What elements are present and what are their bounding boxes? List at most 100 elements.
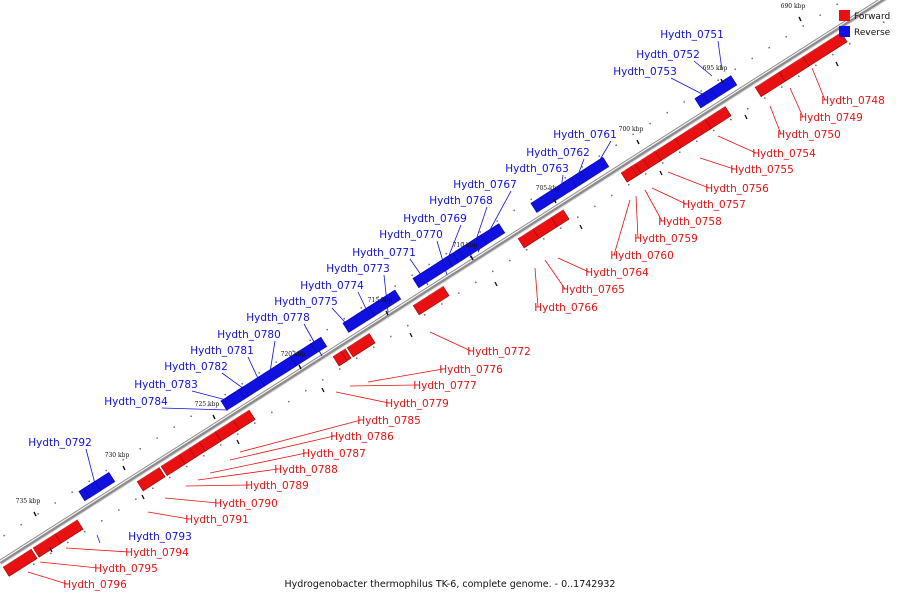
gene-label-reverse[interactable]: Hydth_0761: [553, 129, 617, 141]
minor-tick: [780, 86, 783, 88]
gene-label-reverse[interactable]: Hydth_0775: [274, 296, 338, 308]
gene-label-reverse[interactable]: Hydth_0774: [300, 280, 364, 292]
minor-tick: [304, 389, 307, 392]
minor-tick: [649, 122, 652, 125]
axis-highlight: [0, 0, 882, 562]
gene-label-forward[interactable]: Hydth_0785: [357, 415, 421, 427]
gene-label-reverse[interactable]: Hydth_0763: [505, 163, 569, 175]
minor-tick: [253, 422, 256, 425]
gene-label-forward[interactable]: Hydth_0754: [752, 148, 816, 160]
minor-tick: [372, 346, 375, 349]
gene-label-reverse[interactable]: Hydth_0762: [526, 147, 590, 159]
forward-gene-block[interactable]: [188, 440, 206, 459]
callout-line: [557, 257, 590, 273]
gene-label-forward[interactable]: Hydth_0786: [330, 431, 394, 443]
kbp-tick-mark: [385, 310, 389, 316]
legend-reverse-label: Reverse: [854, 28, 891, 38]
gene-label-forward[interactable]: Hydth_0777: [413, 380, 477, 392]
gene-label-forward[interactable]: Hydth_0764: [585, 267, 649, 279]
gene-label-forward[interactable]: Hydth_0749: [799, 112, 863, 124]
kbp-tick-mark: [744, 114, 748, 120]
callout-line: [96, 534, 101, 544]
gene-label-reverse[interactable]: Hydth_0768: [429, 195, 493, 207]
reverse-gene-block[interactable]: [412, 256, 456, 289]
kbp-tick-label: 735 kbp: [16, 498, 41, 505]
gene-label-forward[interactable]: Hydth_0796: [63, 579, 127, 591]
forward-gene-block[interactable]: [778, 55, 810, 82]
forward-gene-block[interactable]: [517, 227, 540, 249]
gene-label-forward[interactable]: Hydth_0765: [561, 284, 625, 296]
forward-gene-block[interactable]: [346, 332, 376, 358]
minor-tick: [3, 534, 6, 537]
minor-tick: [292, 350, 295, 353]
gene-label-reverse[interactable]: Hydth_0751: [660, 29, 724, 41]
gene-label-forward[interactable]: Hydth_0750: [777, 129, 841, 141]
reverse-gene-block[interactable]: [530, 177, 580, 213]
gene-label-forward[interactable]: Hydth_0756: [705, 183, 769, 195]
gene-label-reverse[interactable]: Hydth_0753: [613, 66, 677, 78]
forward-gene-block[interactable]: [2, 548, 38, 577]
reverse-gene-block[interactable]: [83, 480, 104, 499]
gene-label-forward[interactable]: Hydth_0755: [730, 164, 794, 176]
gene-label-forward[interactable]: Hydth_0791: [185, 514, 249, 526]
gene-label-forward[interactable]: Hydth_0787: [302, 448, 366, 460]
kbp-tick-mark: [141, 494, 145, 500]
callout-line: [331, 307, 353, 331]
gene-label-forward[interactable]: Hydth_0757: [682, 199, 746, 211]
callout-line: [613, 199, 631, 256]
gene-label-forward[interactable]: Hydth_0748: [821, 95, 885, 107]
reverse-gene-block[interactable]: [220, 389, 248, 411]
gene-label-reverse[interactable]: Hydth_0778: [246, 312, 310, 324]
gene-label-reverse[interactable]: Hydth_0792: [28, 437, 92, 449]
gene-label-reverse[interactable]: Hydth_0783: [134, 379, 198, 391]
forward-gene-block[interactable]: [136, 466, 166, 492]
gene-label-forward[interactable]: Hydth_0779: [385, 398, 449, 410]
gene-label-forward[interactable]: Hydth_0789: [245, 480, 309, 492]
gene-label-reverse[interactable]: Hydth_0773: [326, 263, 390, 275]
gene-label-forward[interactable]: Hydth_0758: [658, 216, 722, 228]
gene-label-reverse[interactable]: Hydth_0781: [190, 345, 254, 357]
gene-label-reverse[interactable]: Hydth_0780: [217, 329, 281, 341]
minor-tick: [678, 151, 681, 154]
callout-line: [185, 484, 250, 487]
forward-gene-block[interactable]: [332, 350, 348, 367]
gene-label-reverse[interactable]: Hydth_0782: [164, 361, 228, 373]
minor-tick: [83, 530, 86, 533]
gene-label-forward[interactable]: Hydth_0766: [534, 302, 598, 314]
minor-tick: [32, 563, 35, 566]
reverse-gene-block[interactable]: [342, 306, 378, 333]
minor-tick: [734, 68, 737, 71]
gene-label-forward[interactable]: Hydth_0788: [274, 464, 338, 476]
genome-axis: [0, 0, 886, 564]
gene-label-reverse[interactable]: Hydth_0752: [636, 49, 700, 61]
forward-gene-block[interactable]: [32, 532, 62, 558]
gene-label-reverse[interactable]: Hydth_0771: [352, 247, 416, 259]
minor-tick: [576, 216, 579, 219]
gene-label-forward[interactable]: Hydth_0794: [125, 547, 189, 559]
forward-gene-block[interactable]: [620, 165, 638, 183]
callout-line: [469, 206, 488, 259]
minor-tick: [508, 259, 511, 262]
reverse-gene-block[interactable]: [694, 93, 712, 109]
gene-label-reverse[interactable]: Hydth_0769: [403, 213, 467, 225]
forward-gene-block[interactable]: [754, 70, 786, 98]
gene-label-reverse[interactable]: Hydth_0767: [453, 179, 517, 191]
kbp-tick-mark: [798, 16, 802, 22]
gene-label-reverse[interactable]: Hydth_0770: [379, 229, 443, 241]
gene-label-reverse[interactable]: Hydth_0793: [128, 531, 192, 543]
callout-line: [644, 189, 663, 222]
forward-gene-block[interactable]: [412, 285, 450, 316]
gene-label-reverse[interactable]: Hydth_0784: [104, 396, 168, 408]
callout-line: [65, 547, 130, 553]
gene-label-forward[interactable]: Hydth_0759: [634, 233, 698, 245]
gene-label-forward[interactable]: Hydth_0772: [467, 346, 531, 358]
kbp-tick-label: 700 kbp: [619, 126, 644, 133]
kbp-tick-mark: [49, 547, 53, 553]
gene-label-forward[interactable]: Hydth_0760: [610, 250, 674, 262]
gene-label-forward[interactable]: Hydth_0776: [439, 364, 503, 376]
gene-label-forward[interactable]: Hydth_0795: [94, 563, 158, 575]
gene-label-forward[interactable]: Hydth_0790: [214, 498, 278, 510]
forward-gene-block[interactable]: [160, 453, 186, 477]
callout-line: [588, 140, 612, 179]
minor-tick: [202, 454, 205, 457]
